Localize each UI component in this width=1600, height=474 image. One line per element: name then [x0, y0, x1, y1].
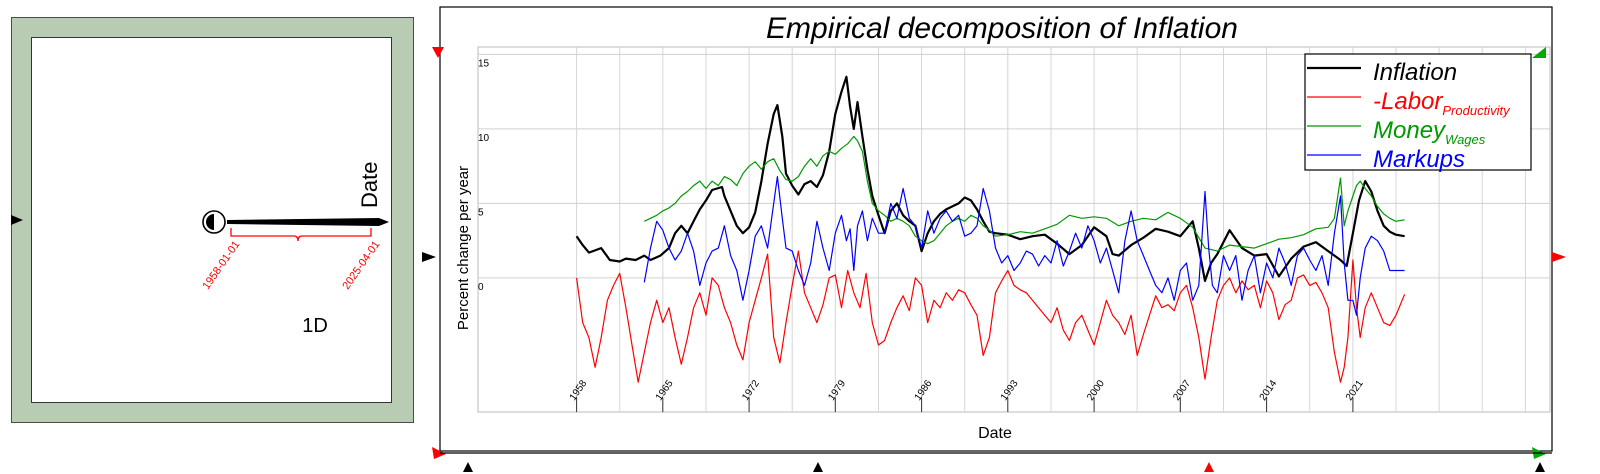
bottom-slider-marker-1-icon[interactable]	[463, 462, 473, 472]
origin-circle-icon[interactable]	[202, 210, 226, 234]
dimension-canvas: Date 1958-01-01 2025-04-01 1D	[31, 37, 392, 403]
y-axis-label: Percent change per year	[455, 166, 472, 330]
chart-right-red-arrow-icon[interactable]	[1552, 252, 1566, 262]
date-axis-arrow[interactable]	[227, 218, 389, 226]
y-tick-label: 5	[478, 207, 484, 218]
series-labor-line	[576, 250, 1406, 383]
legend: Inflation-LaborProductivityMoneyWagesMar…	[1304, 53, 1532, 173]
bottom-slider-marker-3-icon[interactable]	[1204, 462, 1214, 472]
legend-label: Inflation	[1373, 59, 1457, 86]
y-tick-label: 10	[478, 133, 490, 144]
range-brace	[230, 228, 372, 242]
legend-label: Markups	[1373, 146, 1465, 173]
bottom-slider-marker-2-icon[interactable]	[813, 462, 823, 472]
bottom-left-red-arrow-icon[interactable]	[432, 447, 446, 459]
y-tick-label: 15	[478, 58, 490, 69]
top-right-green-arrow-icon[interactable]	[1532, 47, 1546, 58]
dimension-count-label: 1D	[302, 315, 328, 337]
y-tick-label: 0	[478, 282, 484, 293]
y-tick-labels: 0 5 10 15	[478, 58, 490, 293]
date-axis-label: Date	[357, 162, 382, 208]
x-axis-label: Date	[978, 425, 1012, 442]
legend-box	[1304, 53, 1532, 171]
top-left-red-arrow-icon[interactable]	[432, 47, 444, 58]
series-money-line	[644, 135, 1405, 252]
series-lines	[575, 75, 1406, 383]
origin-half-dot-icon	[206, 214, 214, 230]
chart-title: Empirical decomposition of Inflation	[766, 12, 1238, 45]
bottom-slider-marker-4-icon[interactable]	[1535, 462, 1545, 472]
chart-left-black-arrow-icon[interactable]	[422, 252, 436, 262]
series-markups-line	[643, 176, 1405, 316]
dimension-panel: Date 1958-01-01 2025-04-01 1D	[11, 17, 414, 423]
legend-label: MoneyWages	[1373, 117, 1486, 147]
legend-label: -LaborProductivity	[1373, 88, 1511, 118]
vertical-gridlines	[576, 47, 1526, 412]
plot-area	[477, 46, 1551, 413]
left-panel-handle-icon[interactable]	[11, 213, 25, 227]
dimension-diagram: Date 1958-01-01 2025-04-01 1D	[200, 162, 389, 337]
